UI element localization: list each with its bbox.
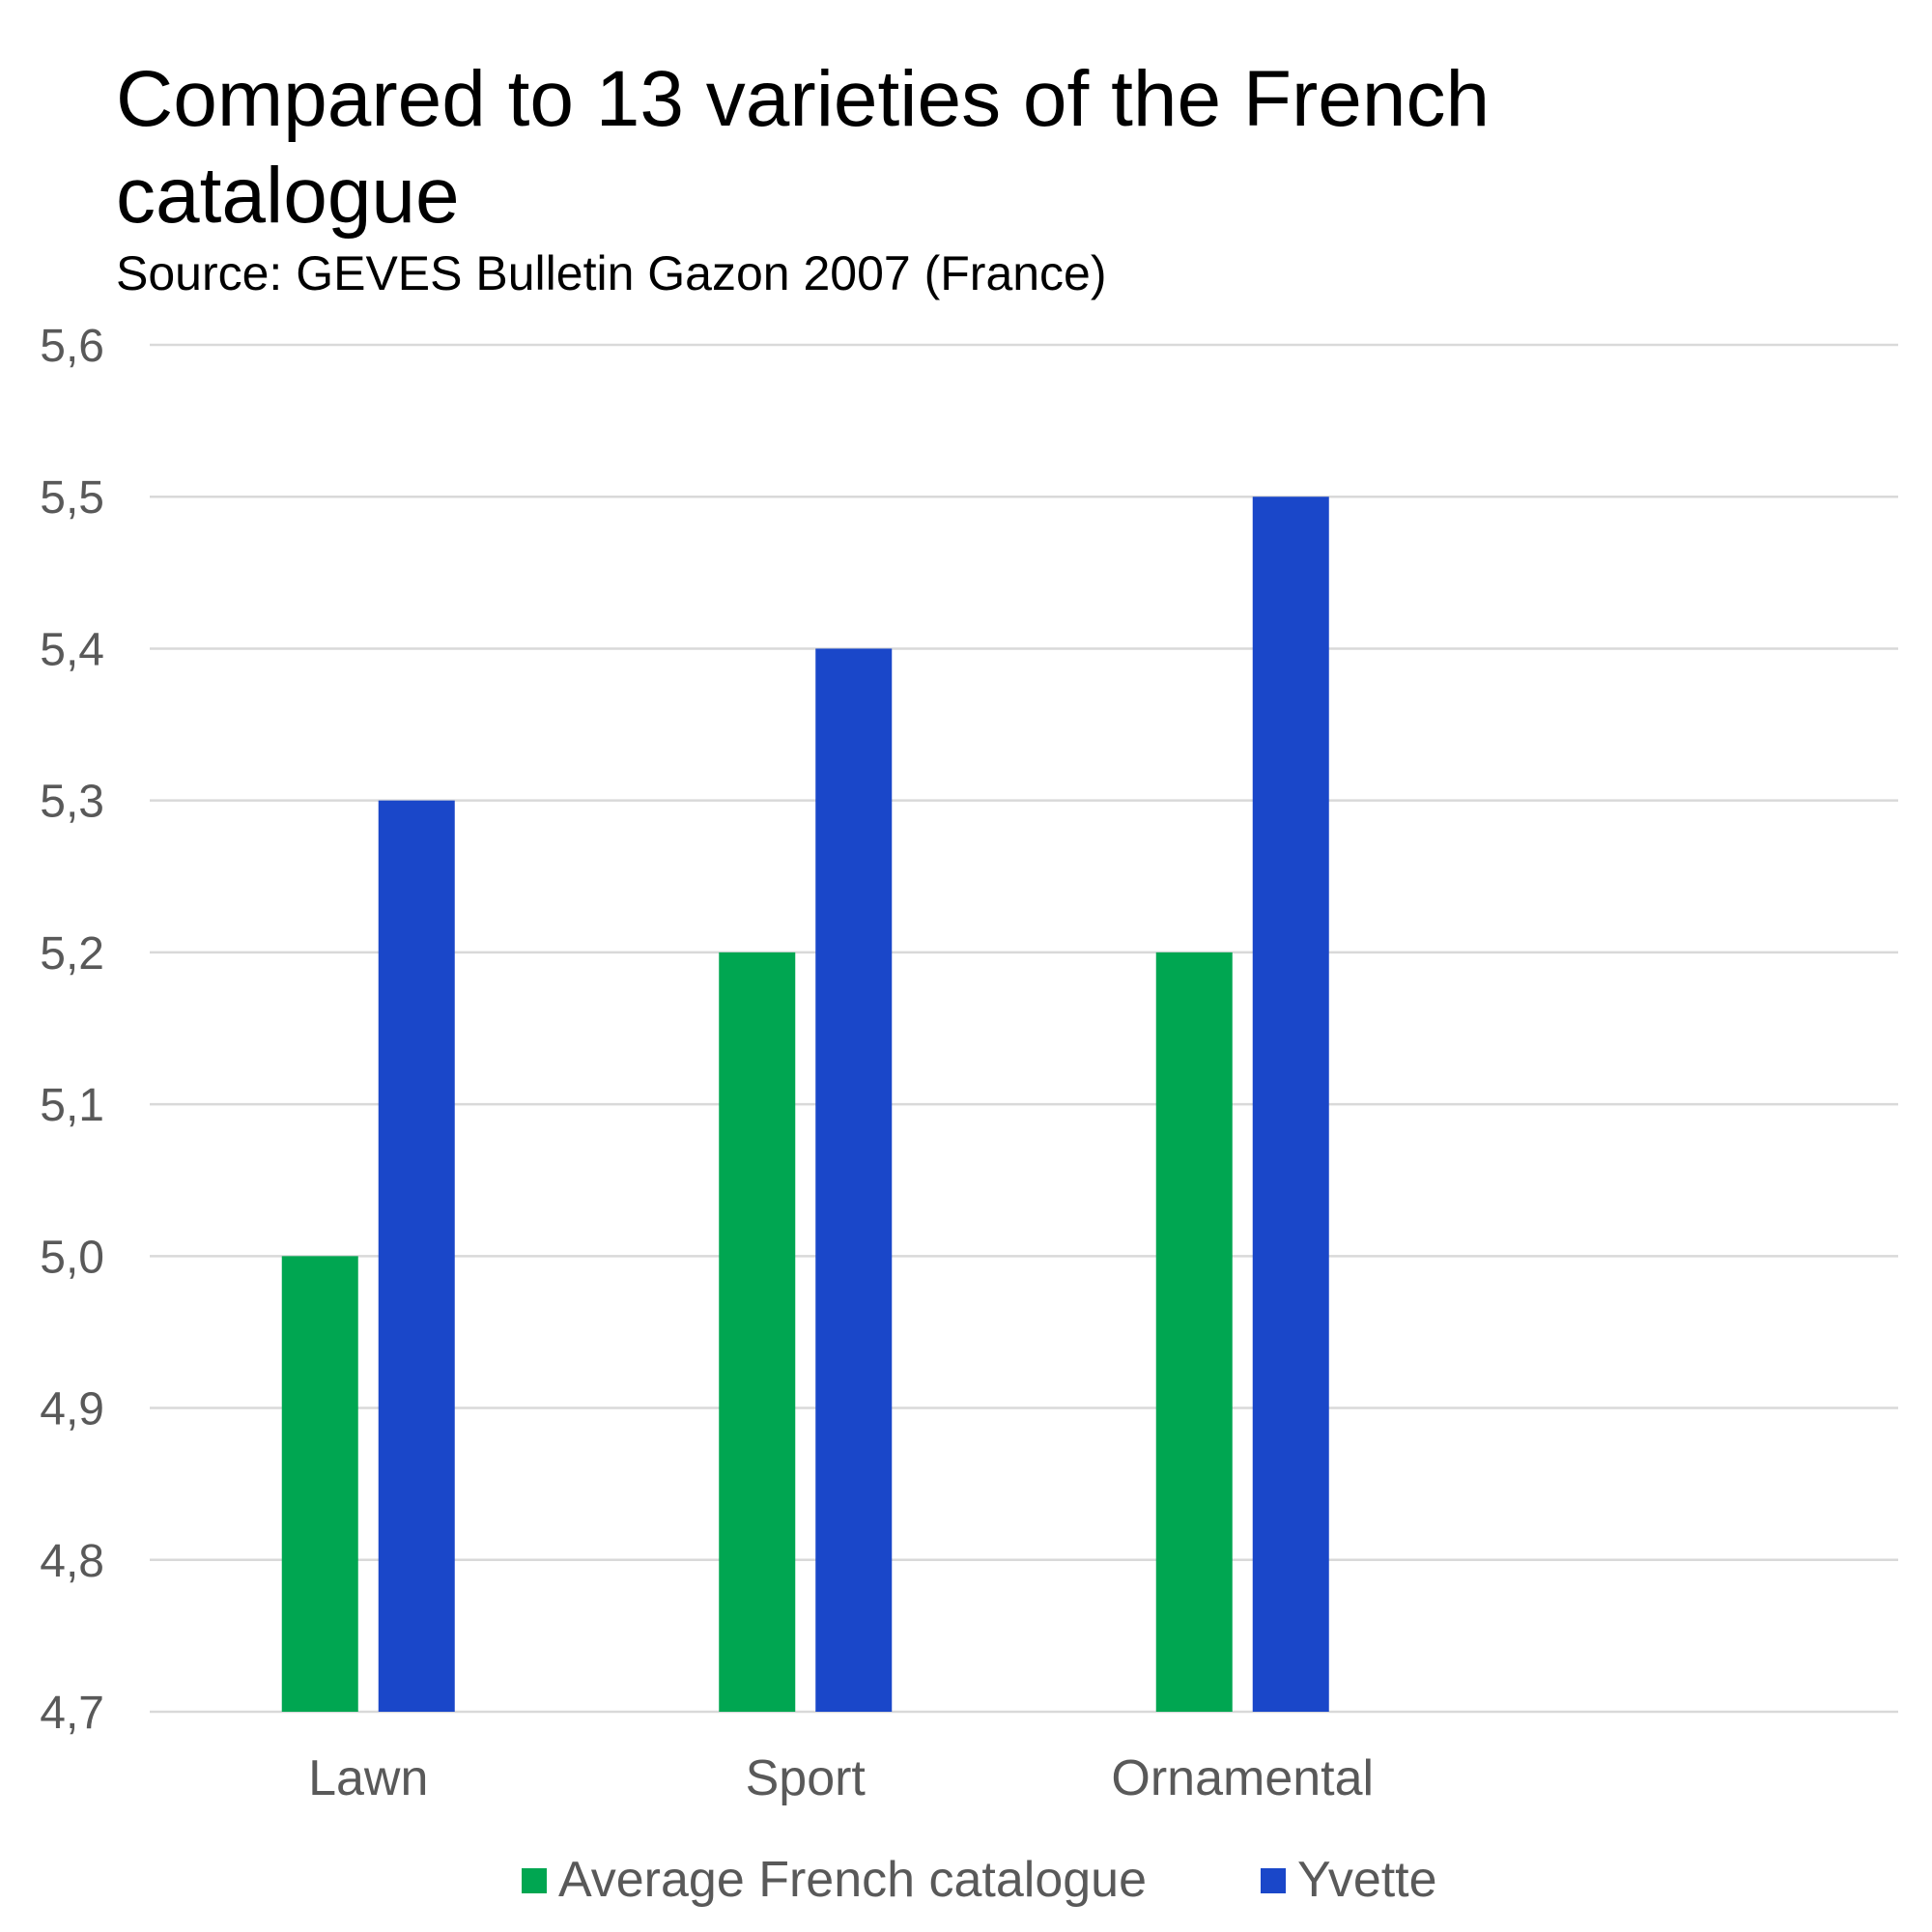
y-tick-label: 5,0: [40, 1232, 104, 1283]
bars: [281, 497, 1329, 1713]
bar: [1155, 952, 1233, 1712]
y-axis: 4,7 4,8 4,9 5,0 5,1 5,2 5,3 5,4 5,5 5,6: [40, 321, 104, 1739]
bar: [719, 952, 796, 1712]
y-tick-label: 4,8: [40, 1536, 104, 1587]
chart-title-line-1: Compared to 13 varieties of the French: [116, 55, 1490, 143]
y-tick-label: 5,1: [40, 1080, 104, 1131]
legend-swatch: [522, 1868, 547, 1893]
y-tick-label: 5,2: [40, 928, 104, 980]
bar: [378, 800, 455, 1712]
chart-subtitle: Source: GEVES Bulletin Gazon 2007 (Franc…: [116, 246, 1107, 300]
legend-label: Average French catalogue: [558, 1852, 1147, 1908]
y-tick-label: 4,9: [40, 1384, 104, 1435]
bar: [1252, 497, 1329, 1713]
x-category-label: Lawn: [308, 1750, 428, 1806]
x-axis: Lawn Sport Ornamental: [308, 1750, 1374, 1806]
chart-title-line-2: catalogue: [116, 152, 460, 240]
y-tick-label: 5,6: [40, 321, 104, 372]
bar: [281, 1256, 358, 1712]
legend-swatch: [1261, 1868, 1286, 1893]
y-tick-label: 4,7: [40, 1688, 104, 1739]
y-tick-label: 5,4: [40, 624, 104, 675]
y-tick-label: 5,5: [40, 472, 104, 524]
y-tick-label: 5,3: [40, 777, 104, 828]
bar: [815, 648, 893, 1712]
legend: Average French catalogue Yvette: [522, 1852, 1437, 1908]
x-category-label: Ornamental: [1111, 1750, 1374, 1806]
x-category-label: Sport: [746, 1750, 867, 1806]
legend-label: Yvette: [1297, 1852, 1437, 1908]
